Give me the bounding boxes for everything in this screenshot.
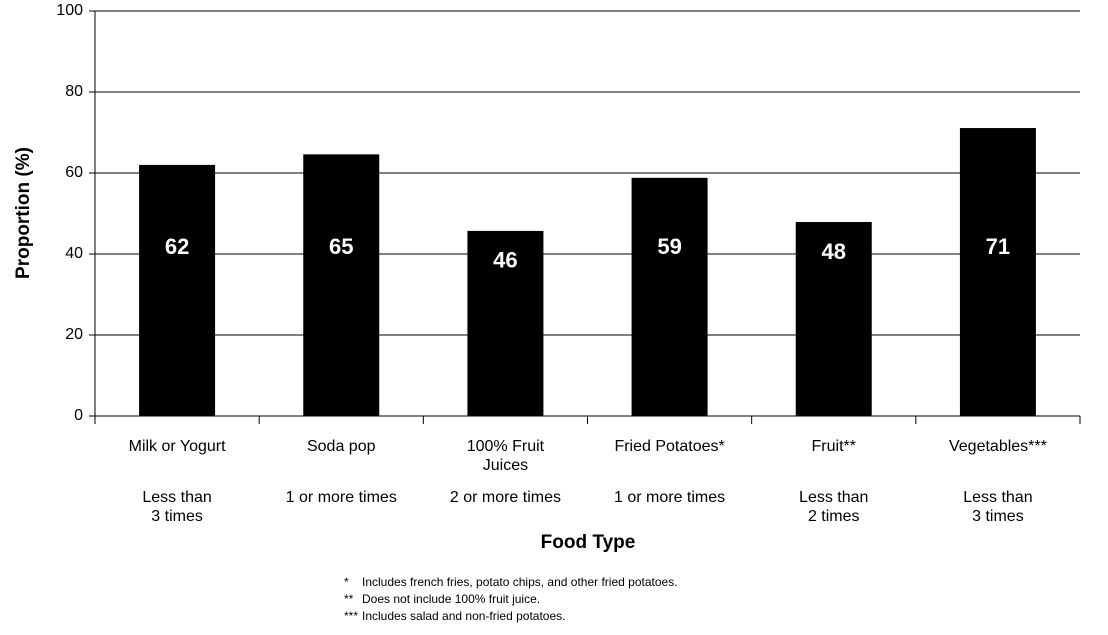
x-tick-label: Fruit** bbox=[812, 438, 856, 455]
bar bbox=[795, 222, 872, 416]
frequency-label: Less than 3 times bbox=[963, 489, 1032, 525]
bar bbox=[303, 154, 380, 416]
x-tick-label: Fried Potatoes* bbox=[614, 438, 724, 455]
value-label: 59 bbox=[657, 234, 681, 259]
frequency-label: Less than 2 times bbox=[799, 489, 868, 525]
y-tick-label: 80 bbox=[65, 83, 83, 100]
frequency-label: 1 or more times bbox=[614, 489, 725, 506]
y-tick-label: 60 bbox=[65, 164, 83, 181]
x-tick-label: Vegetables*** bbox=[949, 438, 1047, 455]
y-axis-title: Proportion (%) bbox=[13, 147, 34, 279]
value-label: 48 bbox=[822, 239, 846, 264]
note-marker: *** bbox=[344, 609, 358, 623]
frequency-label: 2 or more times bbox=[450, 489, 561, 506]
x-tick-label: 100% Fruit Juices bbox=[467, 438, 545, 474]
note-marker: * bbox=[344, 575, 349, 589]
frequency-label: Less than 3 times bbox=[142, 489, 211, 525]
y-tick-label: 100 bbox=[56, 2, 83, 19]
bar bbox=[631, 177, 708, 416]
y-tick-label: 20 bbox=[65, 326, 83, 343]
bar bbox=[959, 128, 1036, 417]
y-tick-label: 40 bbox=[65, 245, 83, 262]
value-label: 71 bbox=[986, 234, 1010, 259]
value-label: 62 bbox=[165, 234, 189, 259]
x-tick-label: Soda pop bbox=[307, 438, 376, 455]
x-axis-title: Food Type bbox=[541, 532, 636, 553]
frequency-label: 1 or more times bbox=[286, 489, 397, 506]
bar bbox=[467, 230, 544, 416]
note-marker: ** bbox=[344, 592, 354, 606]
x-tick-label: Milk or Yogurt bbox=[129, 438, 226, 455]
value-label: 65 bbox=[329, 234, 353, 259]
y-tick-label: 0 bbox=[74, 407, 83, 424]
bar bbox=[139, 164, 216, 416]
value-label: 46 bbox=[493, 248, 517, 273]
note-text: Includes salad and non-fried potatoes. bbox=[362, 609, 565, 623]
note-text: Includes french fries, potato chips, and… bbox=[362, 575, 678, 589]
note-text: Does not include 100% fruit juice. bbox=[362, 592, 540, 606]
